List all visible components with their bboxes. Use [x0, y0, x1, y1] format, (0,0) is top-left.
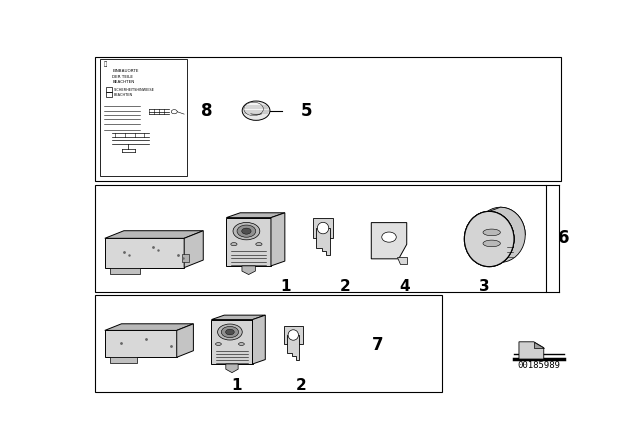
Polygon shape [519, 342, 544, 359]
Polygon shape [105, 324, 193, 331]
Ellipse shape [317, 222, 329, 234]
Polygon shape [253, 315, 266, 364]
Text: BEACHTEN: BEACHTEN [112, 80, 134, 84]
Polygon shape [284, 326, 303, 345]
Text: BEACHTEN: BEACHTEN [114, 93, 133, 97]
Ellipse shape [226, 329, 234, 335]
Polygon shape [489, 207, 525, 267]
Polygon shape [313, 218, 333, 238]
Text: 4: 4 [399, 279, 410, 294]
Ellipse shape [216, 343, 221, 345]
Bar [115, 358, 118, 362]
Text: 1: 1 [280, 279, 291, 294]
Polygon shape [110, 267, 140, 274]
Text: 6: 6 [558, 229, 570, 247]
Bar [122, 269, 125, 273]
Polygon shape [465, 207, 525, 239]
Circle shape [242, 101, 270, 121]
Text: DER TEILE: DER TEILE [112, 76, 133, 79]
Bar [120, 358, 123, 362]
Polygon shape [397, 257, 407, 264]
Bar [117, 269, 120, 273]
Ellipse shape [465, 211, 514, 267]
Text: 3: 3 [479, 279, 490, 294]
Bar [127, 269, 130, 273]
Text: 7: 7 [372, 336, 383, 354]
Polygon shape [110, 358, 137, 363]
Ellipse shape [288, 330, 298, 340]
Ellipse shape [221, 327, 239, 338]
Ellipse shape [465, 211, 514, 267]
Bar [106, 87, 112, 92]
Polygon shape [105, 238, 184, 267]
Ellipse shape [483, 240, 500, 247]
Ellipse shape [465, 211, 514, 267]
Ellipse shape [239, 343, 244, 345]
Circle shape [244, 102, 263, 116]
Polygon shape [271, 213, 285, 266]
Bar [95, 185, 547, 292]
Ellipse shape [233, 223, 260, 240]
Polygon shape [227, 218, 271, 266]
Bar [182, 254, 189, 263]
Text: 2: 2 [340, 279, 351, 294]
Polygon shape [226, 364, 238, 373]
Text: 2: 2 [295, 378, 306, 393]
Bar [100, 59, 187, 176]
Ellipse shape [381, 232, 396, 242]
Polygon shape [287, 335, 300, 360]
Ellipse shape [231, 243, 237, 246]
Bar [95, 295, 442, 392]
Ellipse shape [483, 229, 500, 236]
Polygon shape [211, 319, 253, 364]
Ellipse shape [256, 243, 262, 246]
Ellipse shape [218, 324, 243, 340]
Bar [129, 358, 132, 362]
Polygon shape [211, 315, 266, 319]
Polygon shape [371, 223, 407, 259]
Text: EINBAUORTE: EINBAUORTE [112, 69, 139, 73]
Bar [132, 269, 135, 273]
Text: 5: 5 [301, 102, 312, 120]
Ellipse shape [242, 228, 251, 234]
Text: 8: 8 [201, 102, 212, 120]
Text: 🔥: 🔥 [104, 62, 107, 67]
Polygon shape [534, 342, 544, 348]
Bar [106, 92, 112, 97]
Text: 00185989: 00185989 [517, 362, 560, 370]
Polygon shape [105, 331, 177, 358]
Polygon shape [184, 231, 204, 267]
Ellipse shape [237, 225, 256, 237]
Text: 1: 1 [231, 378, 241, 393]
Bar [95, 57, 561, 181]
Bar [125, 358, 127, 362]
Polygon shape [177, 324, 193, 358]
Polygon shape [242, 266, 255, 275]
Polygon shape [316, 228, 330, 255]
Polygon shape [227, 213, 285, 218]
Polygon shape [105, 231, 204, 238]
Text: SICHERHEITSHINWEISE: SICHERHEITSHINWEISE [114, 87, 155, 91]
